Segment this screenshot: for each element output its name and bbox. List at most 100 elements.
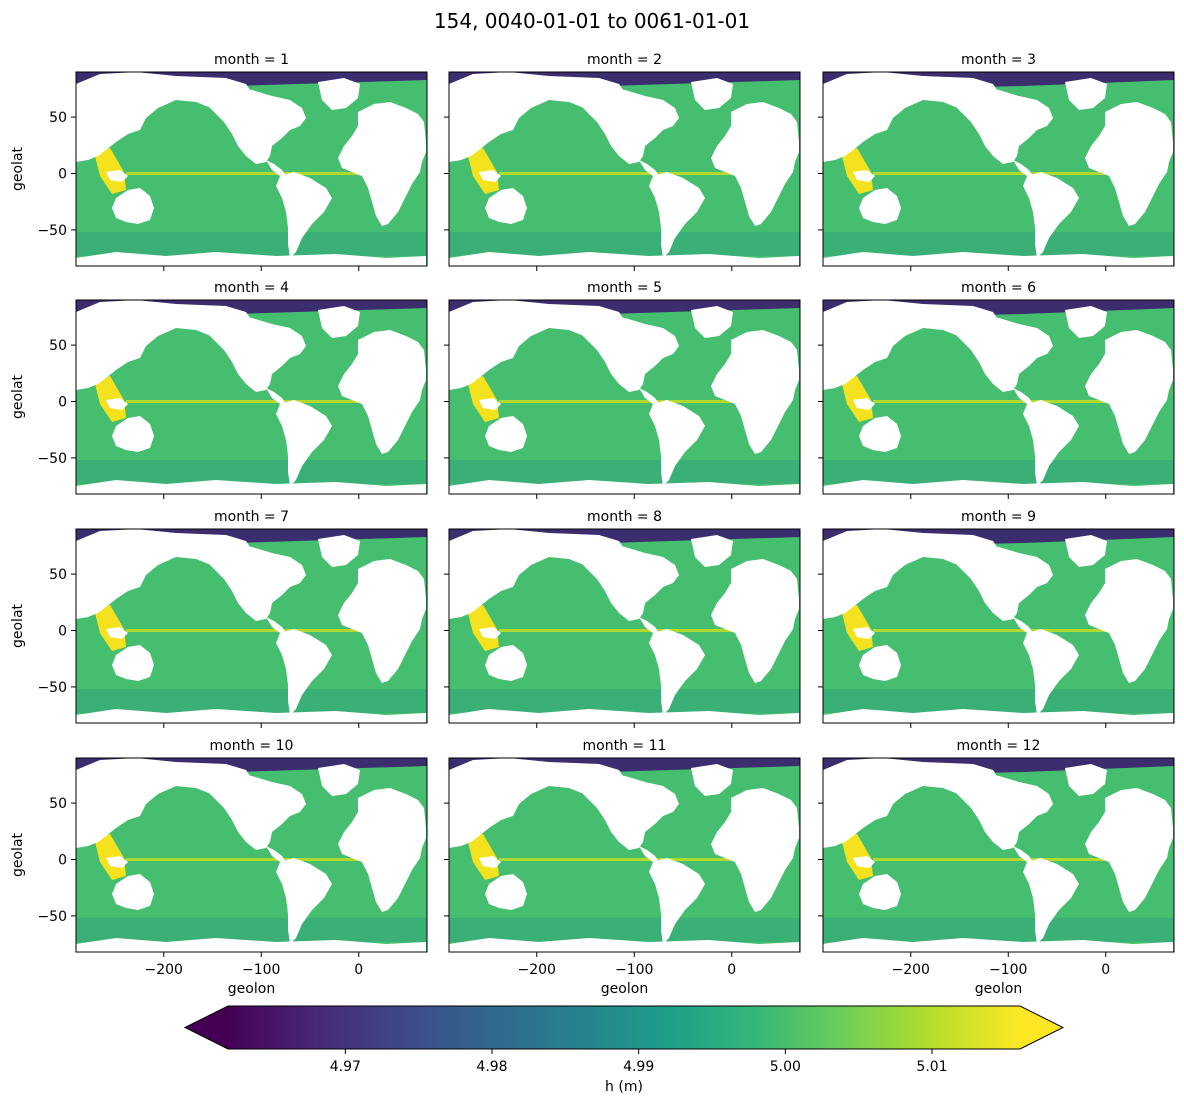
equator-band [873,629,1124,633]
panel-title: month = 5 [587,280,662,296]
panel-frame [822,71,1175,267]
warm-pool [94,148,126,194]
panel-title: month = 4 [214,280,289,296]
southern-ocean-band [76,232,427,256]
panel-title: month = 12 [957,738,1041,754]
panel-title: month = 6 [961,280,1036,296]
map-panel: month = 6 [818,280,1175,499]
panel-frame [822,299,1175,495]
map-panel: month = 3 [818,52,1175,271]
southern-ocean-band [76,689,427,713]
x-tick-label: 0 [1101,962,1110,978]
colorbar-bar [228,1006,1020,1049]
southern-ocean-band [449,918,800,942]
x-axis-label: geolon [601,981,648,997]
map-field [76,529,427,723]
panel-title: month = 8 [587,509,662,525]
map-panel: month = 8 [444,509,801,728]
map-field [823,300,1174,494]
equator-band [499,172,750,176]
map-field [76,758,427,952]
colorbar-extend-low [185,1006,228,1049]
colorbar-tick-label: 5.01 [916,1059,947,1075]
map-panel: month = 10 −50 0 50 −200 −100 0 geolat geolon [10,738,428,997]
colorbar-outline [183,1005,1065,1050]
y-tick-label: 0 [58,624,67,640]
panel-frame [75,299,428,495]
map-field [823,758,1174,952]
map-panel: month = 9 [818,509,1175,728]
southern-ocean-band [449,460,800,484]
equator-band [126,172,377,176]
panel-frame [75,757,428,953]
x-axis-label: geolon [975,981,1022,997]
warm-pool [94,834,126,880]
map-panel: month = 12 −200 −100 0 geolon [818,738,1175,997]
panel-title: month = 3 [961,52,1036,68]
y-tick-label: −50 [37,223,67,239]
colorbar-label: h (m) [605,1079,643,1095]
panel-title: month = 11 [583,738,667,754]
panel-frame [822,528,1175,724]
y-axis-label: geolat [10,832,26,877]
x-tick-label: 0 [727,962,736,978]
map-field [823,529,1174,723]
panel-frame [448,71,801,267]
equator-band [873,858,1124,862]
y-tick-label: 0 [58,853,67,869]
map-field [449,300,800,494]
colorbar: 4.97 4.98 4.99 5.00 5.01 h (m) [183,1005,1065,1095]
colorbar-tick-label: 5.00 [770,1059,801,1075]
southern-ocean-band [449,689,800,713]
panel-frame [75,71,428,267]
colorbar-tick-label: 4.98 [476,1059,507,1075]
panel-frame [448,528,801,724]
equator-band [126,858,377,862]
equator-band [126,629,377,633]
map-panel: month = 7 −50 0 50 geolat [10,509,428,728]
panel-title: month = 9 [961,509,1036,525]
x-tick-label: −100 [242,962,280,978]
panel-title: month = 7 [214,509,289,525]
y-axis-label: geolat [10,603,26,648]
warm-pool [841,834,873,880]
southern-ocean-band [823,918,1174,942]
warm-pool [467,148,499,194]
x-tick-label: −200 [145,962,183,978]
map-field [449,529,800,723]
panel-title: month = 1 [214,52,289,68]
map-field [823,72,1174,266]
y-tick-label: 50 [49,796,67,812]
y-axis-label: geolat [10,374,26,419]
map-panel: month = 2 [444,52,801,271]
y-tick-label: −50 [37,451,67,467]
colorbar-tick-label: 4.97 [330,1059,361,1075]
warm-pool [841,376,873,422]
southern-ocean-band [823,232,1174,256]
warm-pool [94,376,126,422]
y-tick-label: 0 [58,395,67,411]
y-tick-label: 50 [49,338,67,354]
southern-ocean-band [823,460,1174,484]
y-tick-label: −50 [37,909,67,925]
map-panel: month = 11 −200 −100 0 geolon [444,738,801,997]
colorbar-extend-high [1020,1006,1063,1049]
warm-pool [467,605,499,651]
map-panel: month = 1 −50 0 50 geolat [10,52,428,271]
map-field [76,300,427,494]
map-panel: month = 4 −50 0 50 geolat [10,280,428,499]
y-tick-label: 50 [49,567,67,583]
panel-title: month = 10 [210,738,294,754]
colorbar-tick-label: 4.99 [623,1059,654,1075]
southern-ocean-band [76,460,427,484]
x-tick-label: −100 [615,962,653,978]
x-tick-label: 0 [354,962,363,978]
map-field [76,72,427,266]
y-tick-label: −50 [37,680,67,696]
southern-ocean-band [76,918,427,942]
x-tick-label: −100 [989,962,1027,978]
southern-ocean-band [823,689,1174,713]
equator-band [499,400,750,404]
equator-band [499,858,750,862]
warm-pool [94,605,126,651]
